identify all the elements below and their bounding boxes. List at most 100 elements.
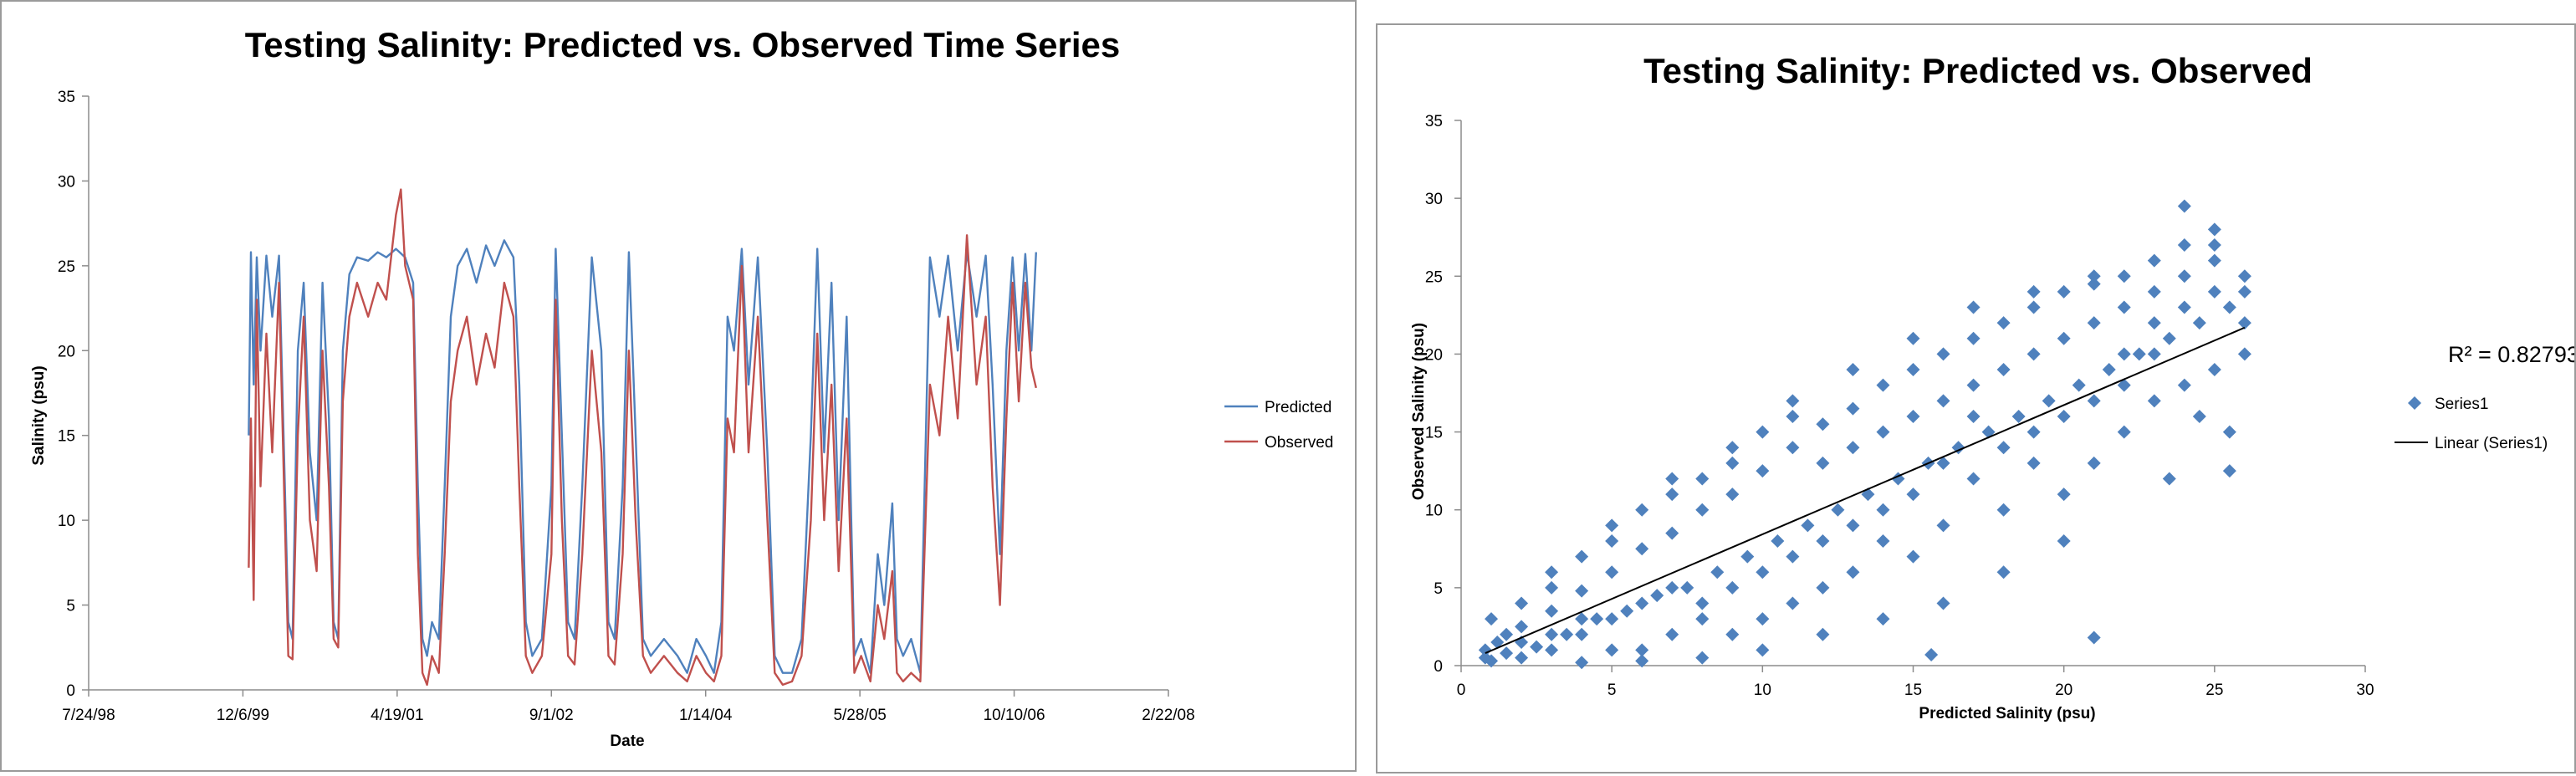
scatter-point: [2192, 409, 2206, 423]
scatter-point: [1786, 596, 1800, 610]
legend-swatch: [2408, 396, 2421, 410]
scatter-point: [2207, 222, 2221, 237]
scatter-point: [2222, 464, 2236, 478]
scatter-point: [1876, 503, 1890, 517]
scatter-point: [1876, 425, 1890, 439]
scatter-point: [1756, 612, 1770, 626]
x-tick-label: 2/22/08: [1142, 707, 1194, 724]
scatter-point: [2147, 347, 2161, 361]
scatter-point: [1906, 363, 1920, 377]
scatter-point: [2117, 378, 2131, 392]
scatter-point: [1996, 503, 2011, 517]
scatter-point: [2087, 269, 2101, 283]
scatter-point: [1756, 425, 1770, 439]
scatter-point: [1846, 401, 1860, 416]
x-tick-label: 4/19/01: [371, 707, 423, 724]
x-tick-label: 15: [1904, 682, 1922, 699]
scatter-point: [1665, 488, 1679, 502]
scatter-point: [1485, 612, 1499, 626]
scatter-point: [2117, 269, 2131, 283]
y-tick-label: 35: [58, 89, 75, 106]
scatter-point: [2237, 269, 2251, 283]
scatter-point: [1695, 503, 1710, 517]
y-tick-label: 5: [1434, 580, 1443, 598]
scatter-point: [1936, 518, 1950, 533]
scatter-point: [1515, 636, 1529, 650]
scatter-point: [1996, 316, 2011, 330]
scatter-point: [2237, 284, 2251, 299]
x-tick-label: 10: [1754, 682, 1771, 699]
y-tick-label: 0: [66, 682, 75, 700]
scatter-point: [1605, 534, 1619, 548]
scatter-point: [1936, 456, 1950, 470]
scatter-point: [2177, 238, 2191, 253]
scatter-point: [1485, 654, 1499, 668]
scatter-point: [2147, 253, 2161, 268]
x-tick-label: 9/1/02: [529, 707, 574, 724]
scatter-point: [1515, 596, 1529, 610]
scatter-point: [1906, 549, 1920, 564]
scatter-point: [1650, 589, 1664, 603]
scatter-point: [1545, 565, 1559, 579]
scatter-point: [1620, 604, 1634, 618]
scatter-point: [2117, 425, 2131, 439]
y-tick-label: 30: [1425, 191, 1443, 208]
scatter-point: [1725, 441, 1740, 455]
scatter-point: [1966, 331, 1981, 345]
scatter-point: [1500, 627, 1514, 641]
scatter-point: [1665, 627, 1679, 641]
scatter-point: [1846, 363, 1860, 377]
scatter-point: [2207, 238, 2221, 253]
scatter-point: [1545, 627, 1559, 641]
scatter-point: [1936, 596, 1950, 610]
scatter-point: [2027, 347, 2041, 361]
scatter-point: [2027, 456, 2041, 470]
scatter-point: [1996, 565, 2011, 579]
chart-title: Testing Salinity: Predicted vs. Observed…: [245, 25, 1121, 64]
scatter-point: [1861, 488, 1875, 502]
scatter-point: [1906, 488, 1920, 502]
scatter-point: [2057, 331, 2071, 345]
scatter-point: [1575, 549, 1589, 564]
scatter-point: [1665, 580, 1679, 595]
x-tick-label: 1/14/04: [679, 707, 733, 724]
scatter-point: [2147, 394, 2161, 408]
series-line-observed: [248, 188, 1037, 687]
scatter-point: [1665, 526, 1679, 540]
y-tick-label: 15: [58, 428, 75, 446]
scatter-point: [1906, 331, 1920, 345]
scatter-point: [1490, 636, 1505, 650]
scatter-point: [2177, 199, 2191, 213]
scatter-point: [1996, 363, 2011, 377]
scatter-point: [2162, 331, 2176, 345]
scatter-point: [1924, 647, 1939, 661]
scatter-point: [1590, 612, 1604, 626]
scatter-point: [1786, 549, 1800, 564]
scatter-point: [2027, 284, 2041, 299]
legend-label: Linear (Series1): [2435, 435, 2548, 452]
scatter-point: [2027, 300, 2041, 314]
scatter-point: [1560, 627, 1574, 641]
scatter-point: [2207, 253, 2221, 268]
x-tick-label: 5/28/05: [833, 707, 886, 724]
scatter-point: [1725, 488, 1740, 502]
y-tick-label: 20: [1425, 346, 1443, 364]
x-axis-label: Predicted Salinity (psu): [1919, 705, 2095, 722]
scatter-chart-panel: Testing Salinity: Predicted vs. Observed…: [1376, 23, 2576, 773]
scatter-point: [2117, 300, 2131, 314]
scatter-point: [1575, 584, 1589, 598]
scatter-point: [1605, 643, 1619, 657]
x-tick-label: 25: [2205, 682, 2223, 699]
scatter-point: [1725, 580, 1740, 595]
scatter-point: [2057, 488, 2071, 502]
scatter-point: [1545, 604, 1559, 618]
x-axis-label: Date: [610, 733, 644, 750]
scatter-point: [2207, 363, 2221, 377]
scatter-point: [1756, 643, 1770, 657]
scatter-chart: Testing Salinity: Predicted vs. Observed…: [1410, 51, 2576, 722]
legend: Predicted Observed: [1224, 399, 1333, 452]
scatter-point: [1846, 441, 1860, 455]
scatter-point: [1966, 378, 1981, 392]
scatter-point: [1831, 503, 1845, 517]
scatter-point: [1635, 596, 1649, 610]
